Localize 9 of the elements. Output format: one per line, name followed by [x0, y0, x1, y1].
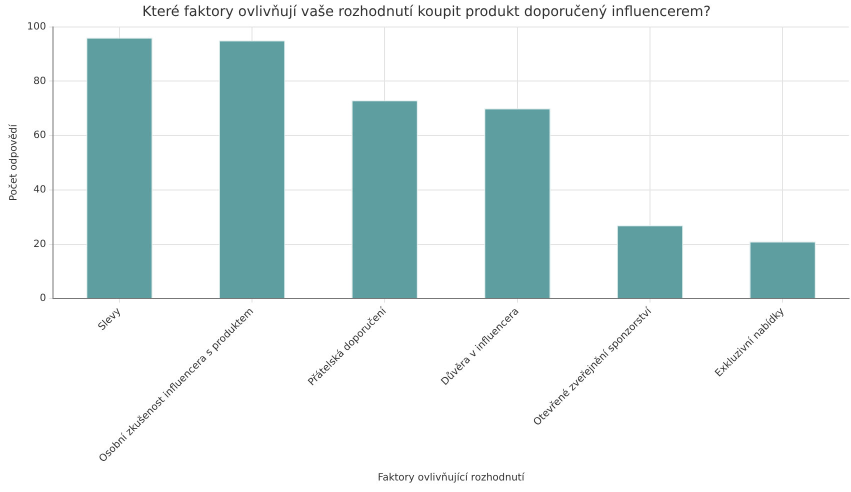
y-axis-title: Počet odpovědí — [8, 123, 20, 202]
x-axis-title: Faktory ovlivňující rozhodnutí — [378, 472, 526, 484]
y-tick-label: 20 — [33, 238, 46, 250]
y-tick-label: 40 — [33, 184, 46, 196]
y-tick-label: 0 — [40, 293, 46, 304]
chart-title: Které faktory ovlivňují vaše rozhodnutí koupit produkt doporučený influencerem? — [142, 4, 711, 20]
y-tick-label: 80 — [33, 76, 46, 87]
y-tick-label: 100 — [26, 21, 46, 32]
y-tick-label: 60 — [33, 130, 46, 142]
